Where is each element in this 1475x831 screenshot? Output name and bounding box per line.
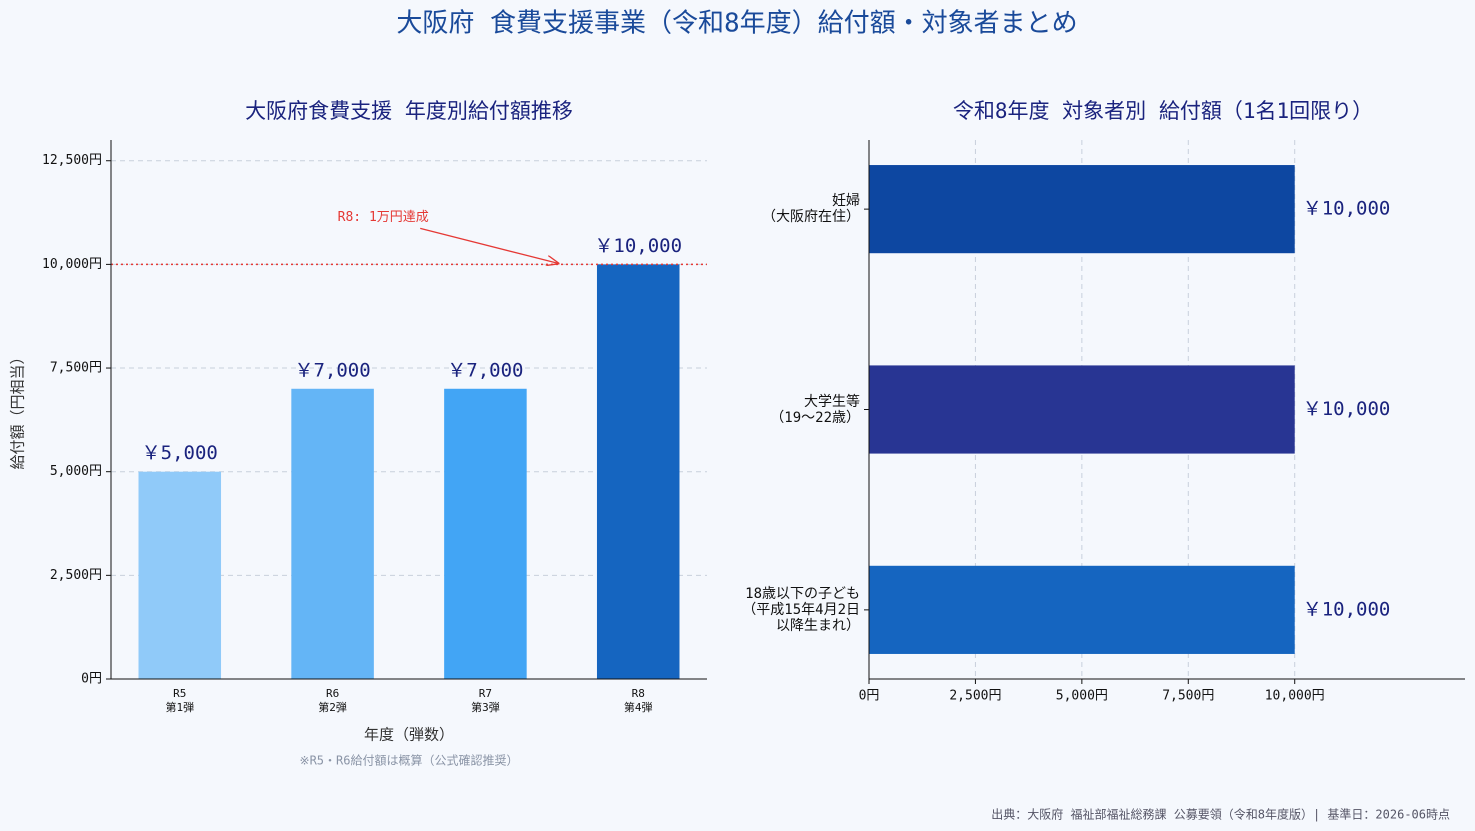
y-tick-label: 12,500円 — [42, 153, 102, 168]
source: 出典：大阪府 福祉部福祉総務課 公募要領（令和8年度版）| 基準日：2026-0… — [991, 807, 1450, 822]
bar — [869, 565, 1295, 654]
data-label: ￥10,000 — [1303, 598, 1391, 620]
y-tick-label: 大学生等 （19〜22歳） — [770, 393, 860, 426]
x-tick-label: 10,000円 — [1265, 689, 1325, 704]
bar — [291, 388, 374, 679]
data-label: ￥10,000 — [1303, 398, 1391, 420]
data-label: ￥10,000 — [1303, 198, 1391, 220]
annotation: R8: 1万円達成 — [338, 210, 429, 225]
note: ※R5・R6給付額は概算（公式確認推奨） — [300, 753, 519, 768]
x-tick-label: R5 第1弾 — [165, 687, 195, 714]
y-axis-label: 給付額（円相当） — [9, 349, 27, 469]
data-label: ￥7,000 — [447, 359, 523, 381]
x-tick-label: 5,000円 — [1056, 689, 1108, 704]
x-tick-label: R8 第4弾 — [623, 687, 653, 714]
y-tick-label: 5,000円 — [50, 464, 102, 479]
x-tick-label: 7,500円 — [1162, 689, 1214, 704]
data-label: ￥7,000 — [294, 359, 370, 381]
chart-title: 大阪府食費支援 年度別給付額推移 — [245, 99, 573, 123]
x-axis-label: 年度（弾数） — [364, 726, 454, 744]
y-tick-label: 10,000円 — [42, 257, 102, 272]
y-tick-label: 2,500円 — [50, 568, 102, 583]
bar — [596, 264, 680, 679]
y-tick-label: 妊婦 （大阪府在住） — [762, 193, 860, 226]
bar — [138, 471, 222, 679]
page-title: 大阪府 食費支援事業（令和8年度）給付額・対象者まとめ — [396, 9, 1077, 39]
annotation-arrow — [420, 227, 558, 263]
y-tick-label: 0円 — [81, 672, 102, 687]
x-tick-label: R7 第3弾 — [471, 687, 500, 714]
x-tick-label: 0円 — [859, 689, 880, 704]
y-tick-label: 7,500円 — [50, 361, 102, 376]
y-tick-label: 18歳以下の子ども （平成15年4月2日 以降生まれ） — [742, 585, 860, 634]
x-tick-label: 2,500円 — [949, 689, 1001, 704]
data-label: ￥5,000 — [142, 442, 218, 464]
data-label: ￥10,000 — [594, 235, 682, 257]
chart-title: 令和8年度 対象者別 給付額（1名1回限り） — [953, 99, 1373, 123]
bar — [444, 388, 527, 679]
x-tick-label: R6 第2弾 — [318, 687, 347, 714]
bar — [869, 165, 1295, 254]
bar — [869, 365, 1295, 454]
